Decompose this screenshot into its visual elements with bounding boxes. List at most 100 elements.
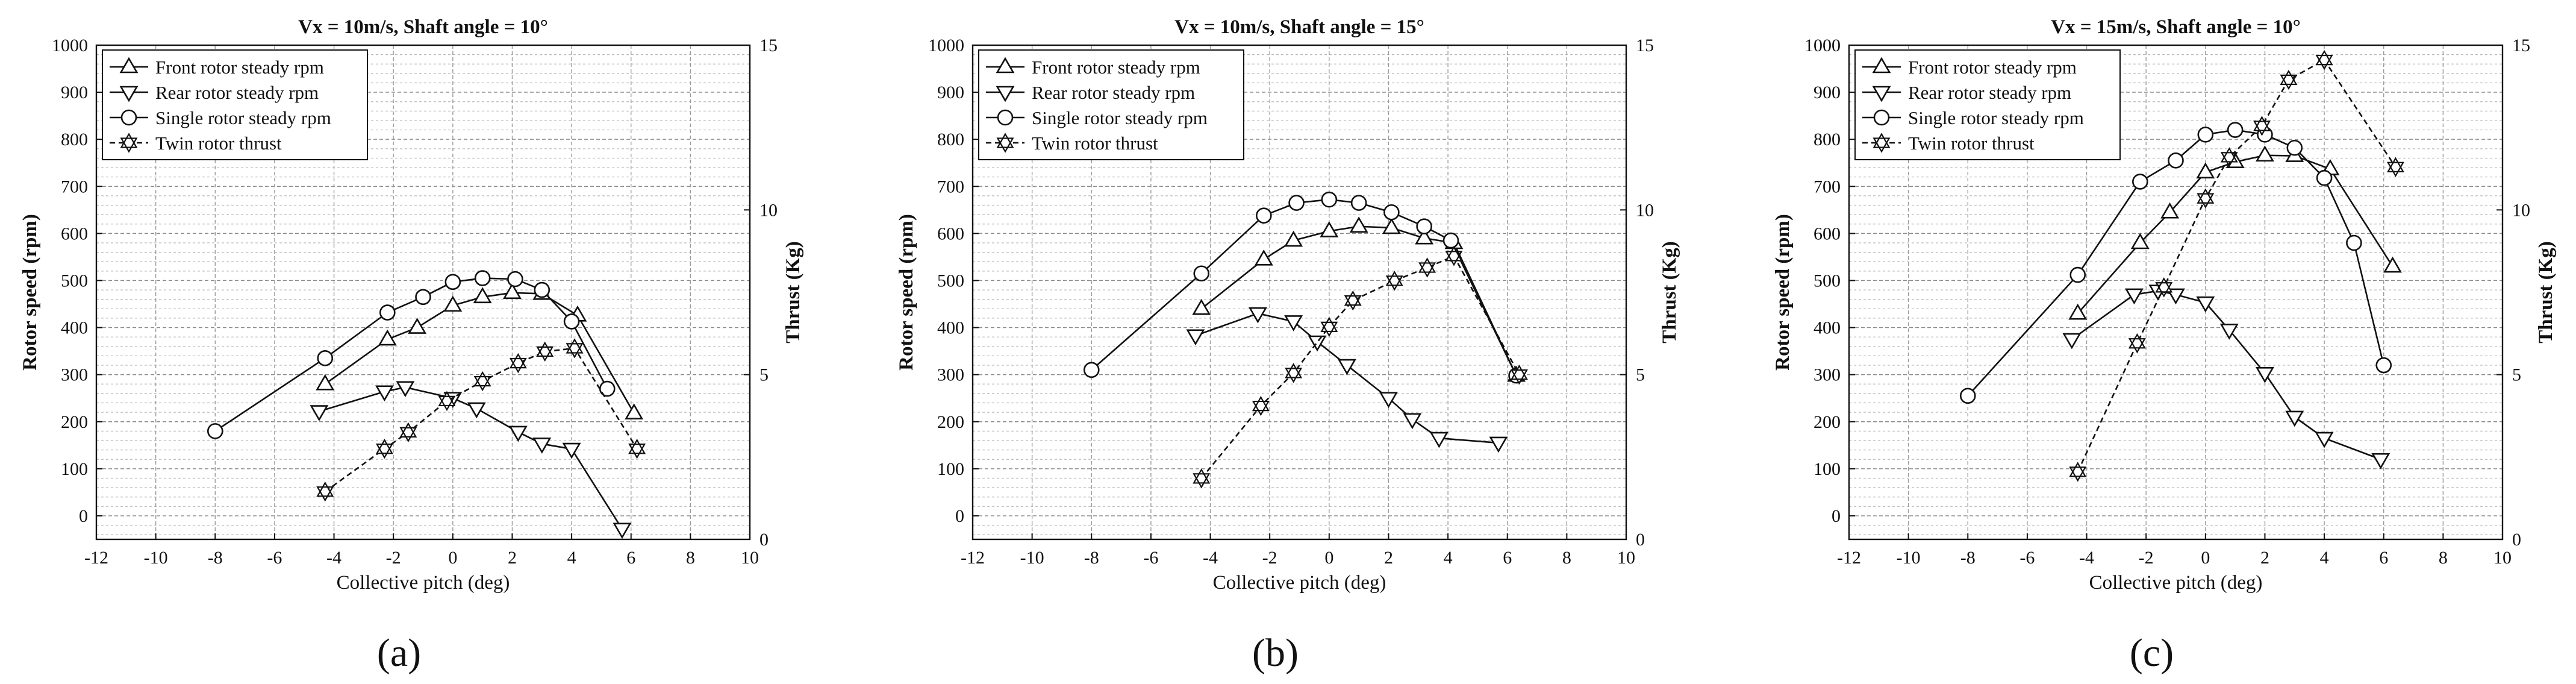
data-point-triangle-down [1186,329,1205,346]
legend-label: Twin rotor thrust [155,133,282,154]
legend-label: Front rotor steady rpm [155,57,324,78]
legend-label: Rear rotor steady rpm [1032,82,1195,103]
data-point-star-overlay [2280,74,2298,90]
y-tick-label: 900 [937,83,964,102]
data-point-triangle-up [2160,202,2180,219]
panel-label: (a) [377,631,421,675]
y-tick-label: 500 [61,271,88,290]
data-point-circle [1083,362,1100,378]
series-single-rotor-steady-rpm [207,270,616,439]
legend-marker-triangle-up [119,57,139,74]
legend-label: Twin rotor thrust [1032,133,1158,154]
y-tick-label: 0 [1832,506,1841,526]
data-point-circle [2168,152,2184,169]
data-point-star-overlay [1285,368,1303,383]
legend: Front rotor steady rpm Rear rotor steady … [1854,49,2121,160]
y2-tick-label: 0 [1636,530,1645,550]
data-point-triangle-down [2371,453,2390,469]
data-point-triangle-down [467,402,486,419]
data-point-star-overlay [1344,295,1362,311]
legend-marker-star-overlay [996,137,1014,153]
data-point-triangle-up [378,329,397,346]
data-point-star-overlay [1320,321,1338,337]
x-tick-label: -12 [1837,548,1861,568]
series-line [1091,198,1517,376]
legend-marker-triangle-up [1872,57,1891,74]
x-tick-label: -10 [1020,548,1044,568]
x-tick-label: -8 [1960,548,1976,568]
x-tick-label: -4 [1203,548,1218,568]
y-tick-label: 600 [1813,224,1841,243]
x-tick-label: 4 [2320,548,2329,568]
data-point-circle [1383,204,1400,221]
data-point-triangle-down [396,381,415,398]
y-axis-label: Rotor speed (rpm) [19,214,41,371]
data-point-star-overlay [628,444,646,459]
legend-label: Single rotor steady rpm [155,107,331,128]
chart-panel-1: -12 -10 -8 -6 -4 -2 0 2 4 6 8 100100200300400500600… [19,16,804,675]
y-tick-label: 0 [79,506,88,526]
y2-axis-label: Thrust (Kg) [1659,241,1680,344]
y2-tick-label: 15 [759,36,778,55]
data-point-triangle-down [613,522,632,539]
data-point-triangle-up [1415,228,1434,245]
x-axis-label: Collective pitch (deg) [1213,572,1386,594]
legend-label: Front rotor steady rpm [1032,57,1200,78]
chart-title: Vx = 15m/s, Shaft angle = 10° [2051,16,2301,38]
x-tick-label: -6 [1143,548,1158,568]
series-line [2077,58,2397,472]
legend-marker-triangle-up [996,57,1015,74]
data-point-star-overlay [2253,121,2271,136]
data-point-circle [1193,265,1210,282]
data-point-triangle-down [310,405,329,421]
data-point-star-overlay [473,375,491,392]
y-tick-label: 1000 [928,36,964,55]
x-tick-label: 8 [2439,548,2448,568]
data-point-triangle-up [502,283,522,300]
chart-panel-3: -12 -10 -8 -6 -4 -2 0 2 4 6 8 100100200300400500600… [1772,16,2557,675]
legend-marker-circle [120,109,137,126]
data-point-circle [379,304,396,321]
data-point-triangle-down [1337,359,1356,375]
y2-axis-label: Thrust (Kg) [2535,241,2557,344]
legend-box [1854,49,2121,160]
series-line [1200,255,1520,479]
data-point-triangle-down [1308,335,1327,352]
data-point-triangle-down [1429,431,1449,448]
data-point-star-overlay [2069,466,2087,482]
y-tick-label: 100 [61,459,88,479]
axes-frame [971,44,1627,541]
y-tick-label: 800 [1813,130,1841,149]
legend-box [102,49,368,160]
data-point-circle [2375,357,2392,374]
data-point-triangle-up [1349,216,1368,233]
legend-marker-star-overlay [1873,137,1891,153]
data-point-circle [2227,122,2244,138]
x-tick-label: 6 [626,548,635,568]
data-point-circle [507,271,523,287]
data-point-triangle-up [2255,145,2274,162]
legend-label: Twin rotor thrust [1908,133,2035,154]
x-tick-label: -2 [1262,548,1277,568]
data-point-star-overlay [375,444,393,459]
series-rear-rotor-steady-rpm [1186,307,1508,453]
data-point-star-overlay [438,395,456,412]
data-point-triangle-down [2124,288,2144,305]
legend-marker-star-overlay [120,137,138,153]
data-point-triangle-up [316,374,335,391]
y-tick-label: 200 [937,412,964,432]
data-point-circle [534,281,550,298]
y2-tick-label: 15 [2512,36,2530,55]
y2-tick-label: 10 [1636,200,1654,220]
data-point-triangle-down [562,442,581,459]
legend-label: Single rotor steady rpm [1908,107,2084,128]
data-point-triangle-up [1254,249,1273,266]
data-point-star-overlay [2386,162,2404,177]
x-tick-label: 4 [1444,548,1453,568]
x-tick-label: -4 [2079,548,2094,568]
y2-tick-label: 5 [1636,365,1645,385]
series-twin-rotor-thrust [2069,49,2404,482]
y-tick-label: 600 [61,224,88,243]
x-tick-label: 10 [741,548,759,568]
data-point-triangle-up [443,295,463,312]
